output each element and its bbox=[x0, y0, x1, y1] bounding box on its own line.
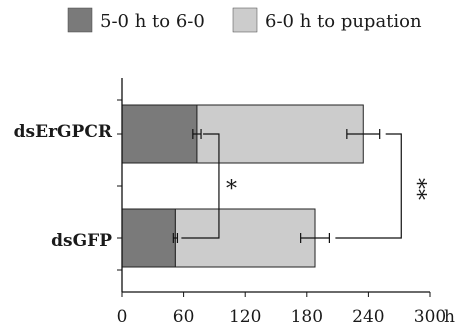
category-label-dsErGPCR: dsErGPCR bbox=[14, 122, 113, 142]
x-tick-label-0: 0 bbox=[117, 307, 128, 327]
significance-label-1: * bbox=[226, 177, 237, 202]
bar-dsGFP-series-1 bbox=[121, 208, 176, 268]
significance-bracket-2 bbox=[335, 133, 402, 239]
significance-label-2: ** bbox=[404, 178, 429, 200]
x-axis-unit: h bbox=[444, 307, 455, 327]
legend-swatch-series-2 bbox=[232, 7, 258, 33]
x-tick-label-240: 240 bbox=[352, 307, 384, 327]
bar-dsErGPCR-series-1 bbox=[121, 104, 198, 164]
error-bar-dsErGPCR-series-1 bbox=[192, 129, 202, 139]
error-bar-dsGFP-series-1 bbox=[172, 233, 179, 243]
legend: 5-0 h to 6-0 6-0 h to pupation bbox=[67, 7, 422, 33]
x-tick-label-180: 180 bbox=[291, 307, 323, 327]
legend-label-series-1: 5-0 h to 6-0 bbox=[100, 11, 205, 32]
error-bar-dsErGPCR-series-2 bbox=[346, 129, 381, 139]
error-bar-dsGFP-series-2 bbox=[300, 233, 330, 243]
legend-swatch-series-1 bbox=[67, 7, 93, 33]
bar-dsErGPCR-series-2 bbox=[196, 104, 364, 164]
x-tick-label-120: 120 bbox=[229, 307, 261, 327]
plot-area bbox=[117, 78, 431, 297]
x-tick-label-60: 60 bbox=[173, 307, 195, 327]
legend-label-series-2: 6-0 h to pupation bbox=[265, 11, 422, 32]
significance-bracket-1 bbox=[181, 133, 220, 239]
category-label-dsGFP: dsGFP bbox=[51, 231, 112, 251]
x-axis-ticks: 0 60 120 180 240 300 bbox=[117, 307, 447, 327]
x-tick-label-300: 300 bbox=[414, 307, 446, 327]
